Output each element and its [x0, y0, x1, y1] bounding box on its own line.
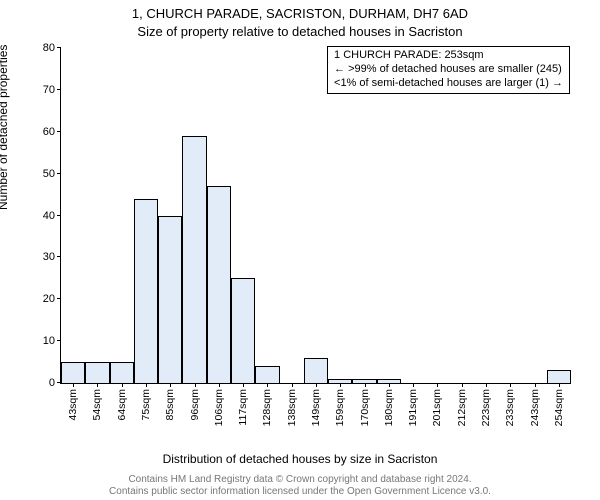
x-tick-label: 75sqm — [140, 389, 152, 421]
bar — [85, 362, 109, 383]
x-tick-mark — [73, 383, 74, 387]
bar — [182, 136, 206, 383]
footer-line-2: Contains public sector information licen… — [0, 486, 600, 498]
x-tick-label: 180sqm — [383, 389, 395, 426]
x-tick-mark — [437, 383, 438, 387]
title-line-1: 1, CHURCH PARADE, SACRISTON, DURHAM, DH7… — [0, 6, 600, 21]
bar — [304, 358, 328, 383]
y-tick-mark — [57, 256, 61, 257]
bar — [207, 186, 231, 383]
plot-area: 0102030405060708043sqm54sqm64sqm75sqm85s… — [60, 48, 571, 384]
x-tick-label: 191sqm — [407, 389, 419, 426]
y-tick-label: 80 — [43, 42, 61, 54]
x-tick-mark — [462, 383, 463, 387]
bar — [231, 278, 255, 383]
y-tick-label: 50 — [43, 168, 61, 180]
bar — [255, 366, 279, 383]
y-tick-mark — [57, 89, 61, 90]
x-tick-label: 117sqm — [237, 389, 249, 426]
x-tick-mark — [267, 383, 268, 387]
x-tick-label: 128sqm — [261, 389, 273, 426]
y-tick-label: 40 — [43, 210, 61, 222]
y-tick-label: 10 — [43, 335, 61, 347]
x-tick-label: 159sqm — [334, 389, 346, 426]
y-tick-mark — [57, 173, 61, 174]
x-tick-mark — [486, 383, 487, 387]
y-tick-mark — [57, 47, 61, 48]
y-tick-label: 60 — [43, 126, 61, 138]
x-tick-mark — [170, 383, 171, 387]
x-tick-mark — [316, 383, 317, 387]
x-tick-mark — [292, 383, 293, 387]
x-tick-label: 43sqm — [67, 389, 79, 421]
x-tick-mark — [122, 383, 123, 387]
bar — [110, 362, 134, 383]
y-tick-mark — [57, 215, 61, 216]
x-tick-mark — [559, 383, 560, 387]
x-tick-mark — [340, 383, 341, 387]
x-tick-label: 54sqm — [91, 389, 103, 421]
chart-root: { "title_line1": "1, CHURCH PARADE, SACR… — [0, 0, 600, 500]
x-tick-label: 170sqm — [359, 389, 371, 426]
y-tick-mark — [57, 131, 61, 132]
x-tick-mark — [219, 383, 220, 387]
x-tick-label: 212sqm — [456, 389, 468, 426]
y-tick-label: 70 — [43, 84, 61, 96]
y-tick-label: 20 — [43, 293, 61, 305]
x-tick-label: 233sqm — [504, 389, 516, 426]
x-tick-mark — [243, 383, 244, 387]
bar — [134, 199, 158, 383]
x-tick-label: 138sqm — [286, 389, 298, 426]
x-tick-label: 149sqm — [310, 389, 322, 426]
bar — [158, 216, 182, 384]
y-tick-label: 30 — [43, 251, 61, 263]
x-tick-label: 64sqm — [116, 389, 128, 421]
title-line-2: Size of property relative to detached ho… — [0, 24, 600, 39]
x-tick-label: 254sqm — [553, 389, 565, 426]
x-tick-label: 106sqm — [213, 389, 225, 426]
x-tick-label: 223sqm — [480, 389, 492, 426]
x-tick-label: 96sqm — [189, 389, 201, 421]
x-tick-mark — [97, 383, 98, 387]
y-tick-mark — [57, 340, 61, 341]
x-tick-label: 243sqm — [529, 389, 541, 426]
x-tick-mark — [389, 383, 390, 387]
x-tick-mark — [195, 383, 196, 387]
y-tick-mark — [57, 298, 61, 299]
x-tick-mark — [413, 383, 414, 387]
bar — [547, 370, 571, 383]
x-tick-mark — [535, 383, 536, 387]
x-tick-mark — [510, 383, 511, 387]
x-axis-label: Distribution of detached houses by size … — [0, 452, 600, 466]
y-axis-label: Number of detached properties — [0, 45, 10, 210]
x-tick-mark — [365, 383, 366, 387]
x-tick-mark — [146, 383, 147, 387]
footer-line-1: Contains HM Land Registry data © Crown c… — [0, 474, 600, 486]
bar — [61, 362, 85, 383]
x-tick-label: 85sqm — [164, 389, 176, 421]
footer-credits: Contains HM Land Registry data © Crown c… — [0, 474, 600, 498]
y-tick-label: 0 — [49, 377, 61, 389]
x-tick-label: 201sqm — [431, 389, 443, 426]
